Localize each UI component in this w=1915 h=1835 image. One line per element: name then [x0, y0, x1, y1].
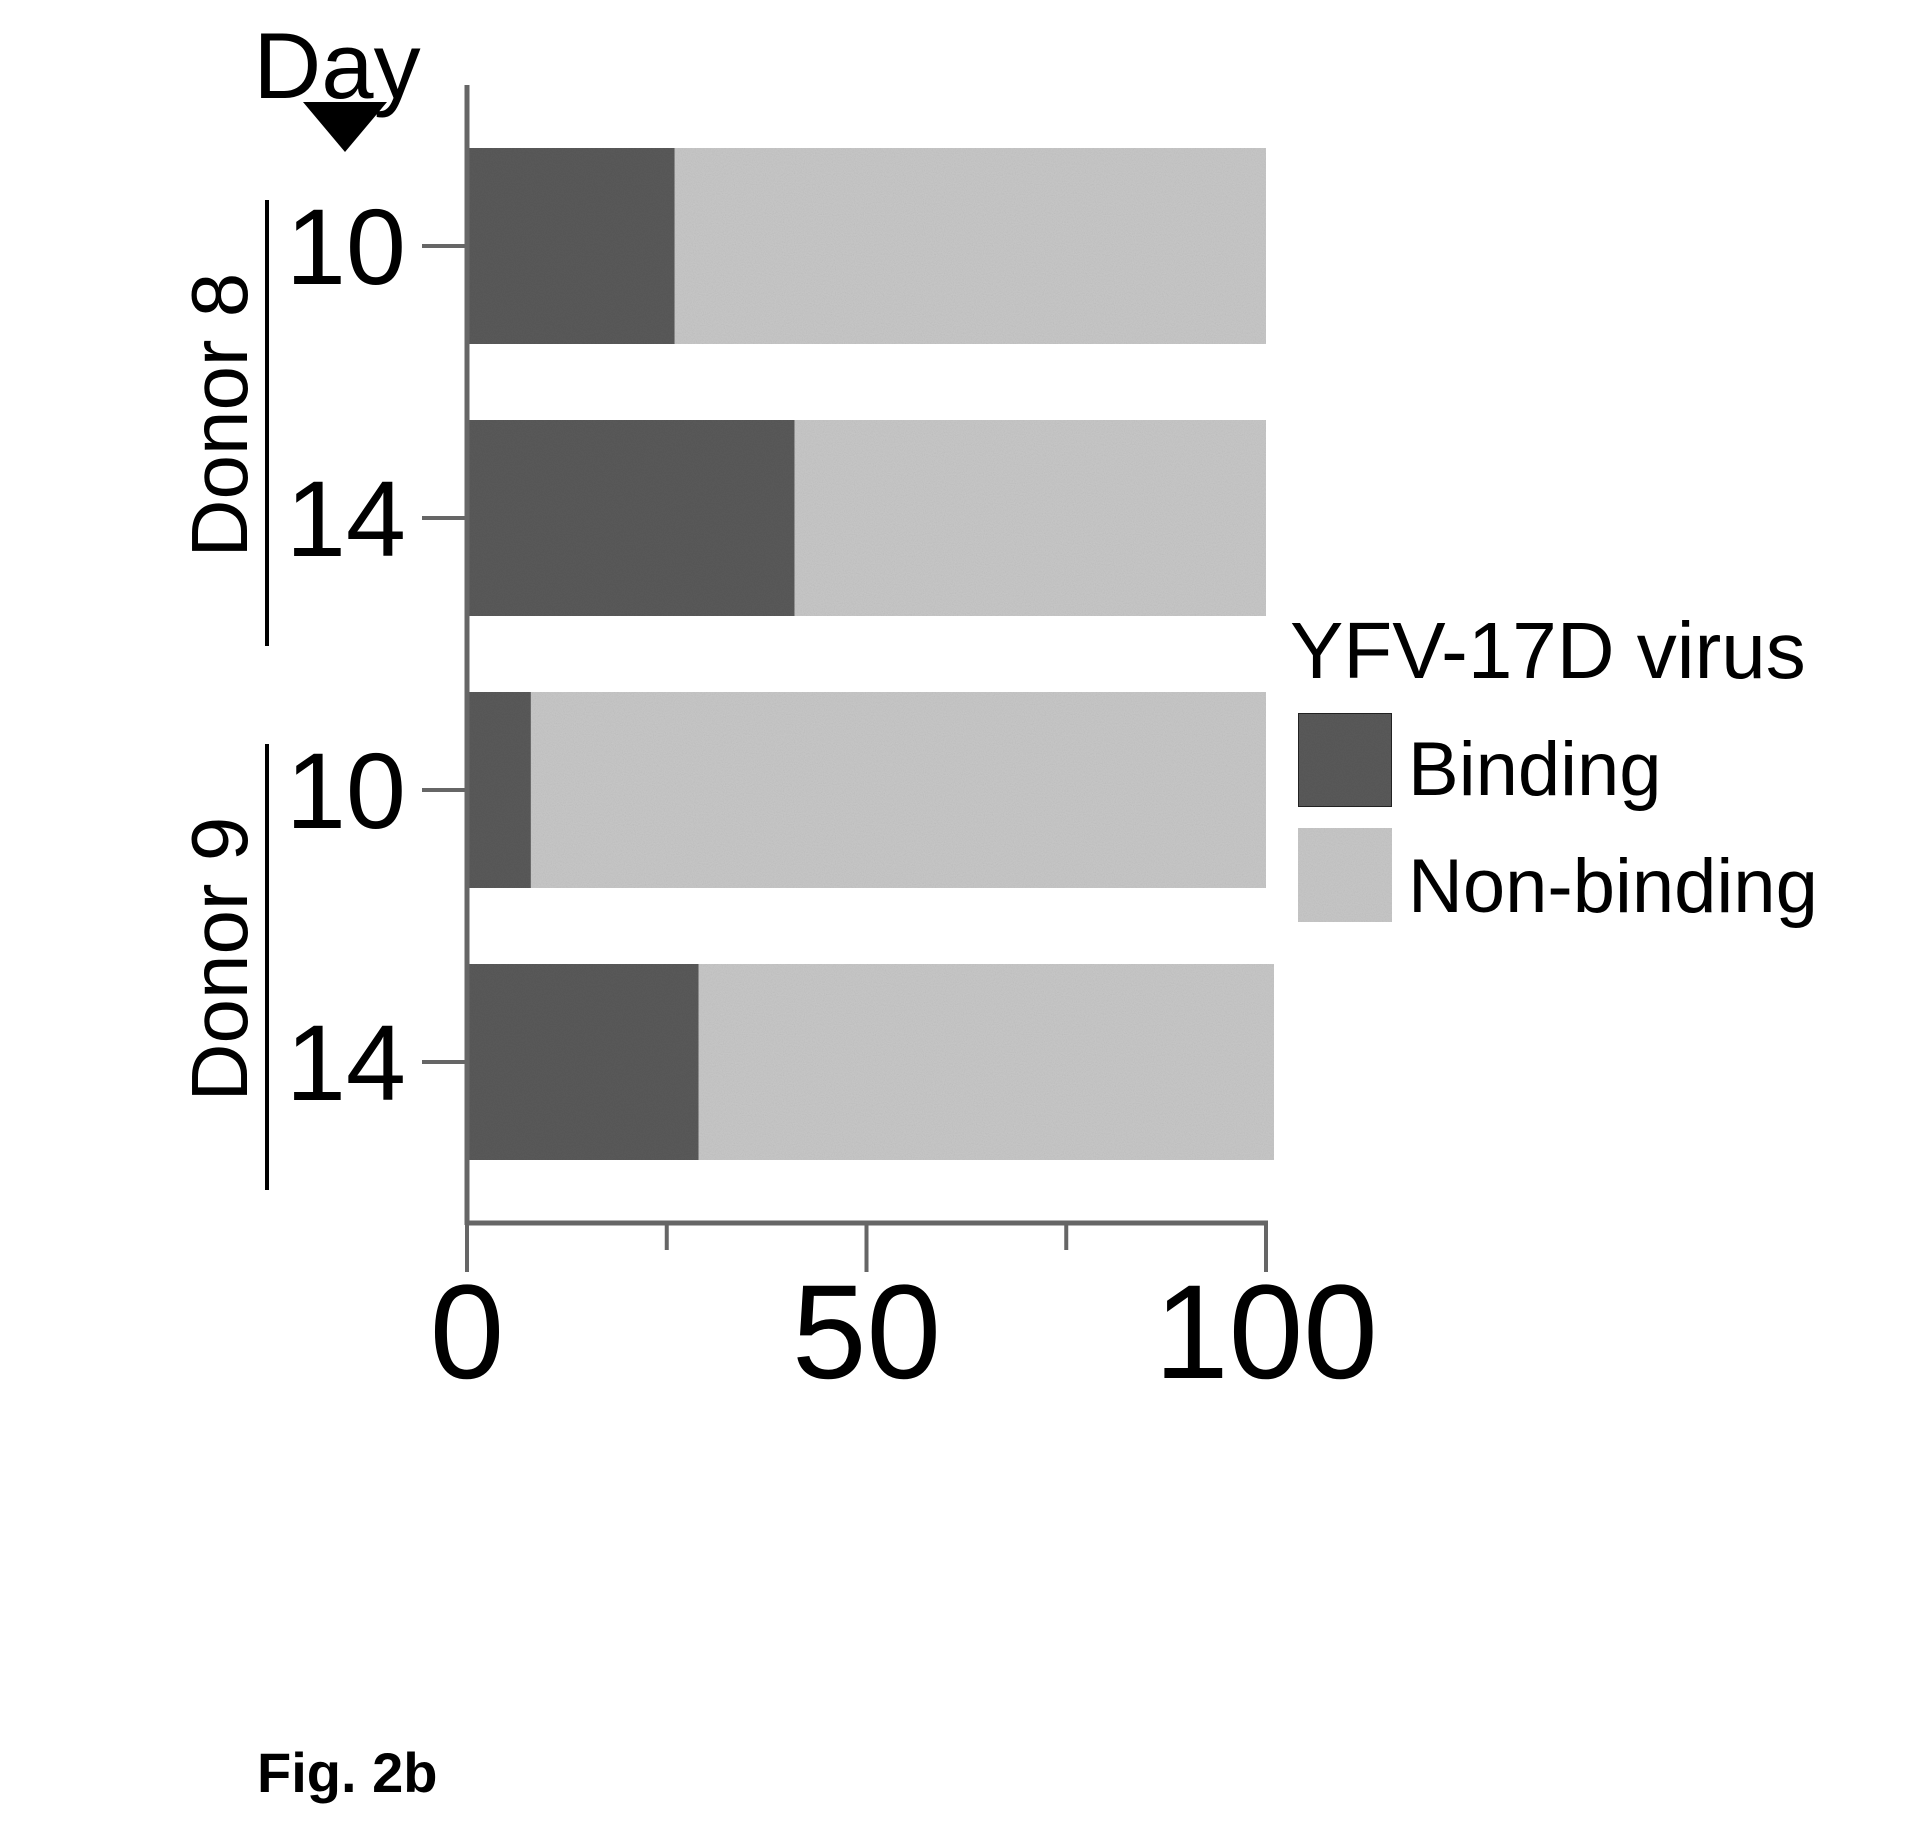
bars-layer [467, 148, 1274, 1160]
legend-label-binding: Binding [1408, 727, 1662, 812]
legend-swatch-non-binding [1298, 828, 1392, 922]
bar-non-binding-row-4 [698, 964, 1274, 1160]
bar-binding-row-2 [467, 420, 795, 616]
bar-non-binding-row-3 [530, 692, 1266, 888]
bar-non-binding-row-2 [794, 420, 1266, 616]
x-tick-label: 100 [1154, 1258, 1378, 1407]
y-category-label: 14 [286, 1002, 406, 1123]
bar-non-binding-row-1 [674, 148, 1266, 344]
day-header: Day [253, 13, 420, 118]
legend-swatch-binding [1297, 712, 1393, 808]
bar-binding-row-1 [467, 148, 675, 344]
x-ticks [465, 1223, 1268, 1272]
legend-title: YFV-17D virus [1290, 606, 1806, 695]
y-category-label: 10 [286, 730, 406, 851]
x-tick-labels: 0 50 100 [430, 1258, 1378, 1407]
group-label: Donor 9 [175, 817, 264, 1102]
y-ticks [422, 244, 467, 1064]
y-category-labels: 10 14 10 14 [286, 186, 406, 1123]
bar-binding-row-4 [467, 964, 699, 1160]
legend-label-non-binding: Non-binding [1408, 844, 1818, 929]
bar-binding-row-3 [467, 692, 531, 888]
x-tick-label: 50 [792, 1258, 941, 1407]
group-label: Donor 8 [175, 273, 264, 558]
y-category-label: 14 [286, 458, 406, 579]
figure-label: Fig. 2b [257, 1741, 438, 1804]
y-category-label: 10 [286, 186, 406, 307]
x-tick-label: 0 [430, 1258, 505, 1407]
legend: YFV-17D virus Binding Non-binding [1290, 606, 1818, 929]
day-arrow-icon [303, 102, 387, 152]
group-labels: Donor 8 Donor 9 [175, 200, 269, 1190]
